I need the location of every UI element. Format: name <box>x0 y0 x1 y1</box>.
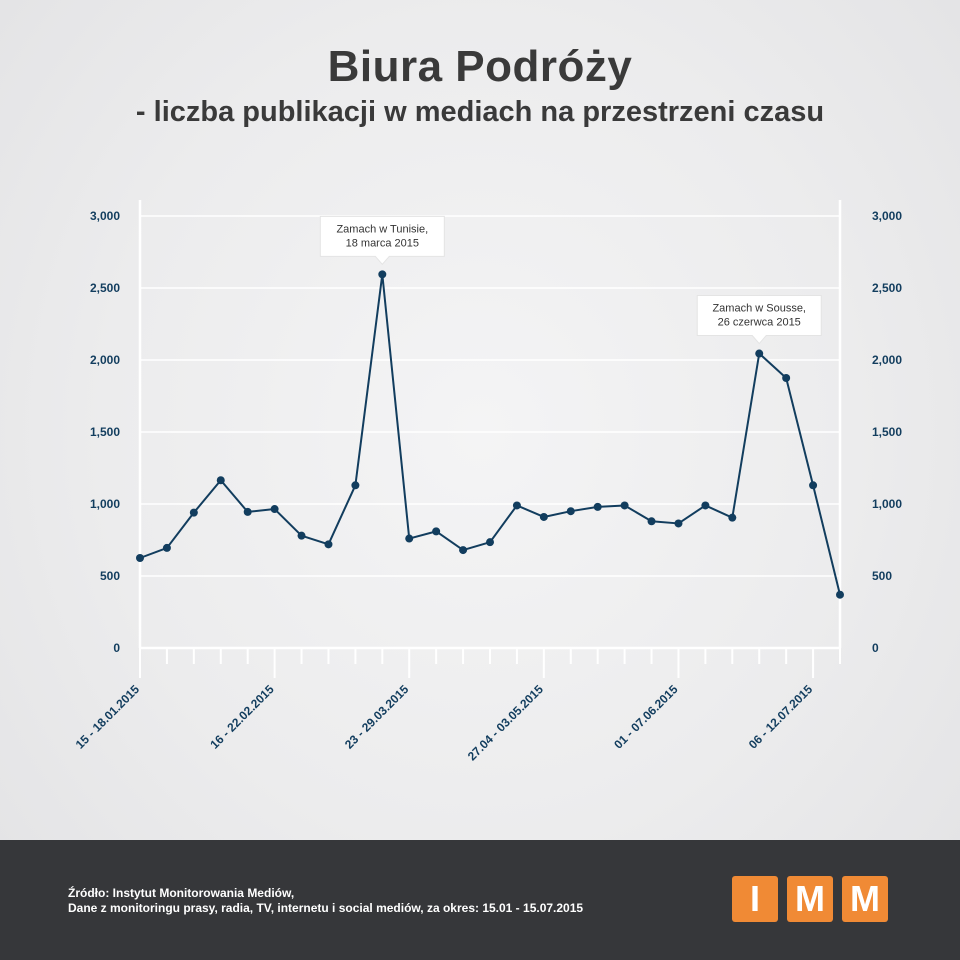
annotation-box <box>696 295 822 345</box>
data-point <box>809 481 818 490</box>
data-point <box>728 513 737 522</box>
data-point <box>674 519 683 528</box>
data-point <box>297 531 306 540</box>
data-point <box>486 538 494 547</box>
data-point <box>378 270 387 279</box>
y-tick-label-right: 2,000 <box>872 353 902 367</box>
data-point <box>539 512 548 521</box>
y-tick-label-right: 500 <box>872 569 892 583</box>
y-tick-label-left: 1,500 <box>90 425 120 439</box>
data-point <box>459 546 468 555</box>
annotation-box <box>319 215 445 266</box>
y-tick-label-right: 3,000 <box>872 209 902 223</box>
y-tick-label-left: 3,000 <box>90 209 120 223</box>
data-point <box>782 374 791 382</box>
y-tick-label-left: 1,000 <box>90 497 120 511</box>
y-tick-label-right: 1,000 <box>872 497 902 511</box>
imm-logo: I M M <box>732 876 888 922</box>
data-point <box>701 501 710 510</box>
data-point <box>836 590 844 599</box>
logo-letter-i: I <box>732 876 778 922</box>
chart-subtitle: - liczba publikacji w mediach na przestr… <box>135 96 825 128</box>
data-point <box>593 502 602 511</box>
y-tick-label-left: 0 <box>113 641 120 655</box>
y-tick-label-right: 0 <box>872 641 879 655</box>
annotation-text: 26 czerwca 2015 <box>718 317 801 329</box>
source-note: Źródło: Instytut Monitorowania Mediów, D… <box>68 886 583 916</box>
y-tick-label-right: 1,500 <box>872 425 902 439</box>
data-point <box>243 507 252 516</box>
logo-letter-m1: M <box>787 876 833 922</box>
data-point <box>620 501 629 510</box>
y-tick-label-right: 2,500 <box>872 281 902 295</box>
data-point <box>136 554 144 562</box>
data-point <box>189 508 198 517</box>
data-point <box>566 507 575 516</box>
data-point <box>755 349 764 358</box>
x-tick-label: 06 - 12.07.2015 <box>746 682 816 752</box>
data-point <box>405 534 414 543</box>
annotation-text: 18 marca 2015 <box>346 237 419 249</box>
source-line-1: Źródło: Instytut Monitorowania Mediów, <box>68 886 295 900</box>
data-point <box>432 527 441 536</box>
x-tick-label: 15 - 18.01.2015 <box>73 682 143 752</box>
y-tick-label-left: 2,500 <box>90 281 120 295</box>
y-tick-label-left: 500 <box>100 569 120 583</box>
y-tick-label-left: 2,000 <box>90 353 120 367</box>
source-line-2: Dane z monitoringu prasy, radia, TV, int… <box>68 901 584 915</box>
annotation-text: Zamach w Tunisie, <box>336 223 428 235</box>
x-tick-label: 16 - 22.02.2015 <box>207 682 277 752</box>
data-point <box>351 481 360 490</box>
chart-title: Biura Podróży <box>327 42 633 91</box>
line-chart: 0 0 500 500 1,000 1,000 1,500 1,500 2,000 2,000 2,… <box>72 209 903 764</box>
data-point <box>216 476 225 485</box>
data-point <box>512 501 521 510</box>
data-point <box>162 543 171 552</box>
x-tick-label: 01 - 07.06.2015 <box>611 682 681 752</box>
x-tick-label: 27.04 - 03.05.2015 <box>465 682 546 763</box>
annotation-text: Zamach w Sousse, <box>712 303 806 315</box>
x-tick-label: 23 - 29.03.2015 <box>342 682 412 752</box>
data-point <box>324 540 333 549</box>
data-point <box>647 517 656 526</box>
logo-letter-m2: M <box>842 876 888 922</box>
data-point <box>270 505 279 514</box>
